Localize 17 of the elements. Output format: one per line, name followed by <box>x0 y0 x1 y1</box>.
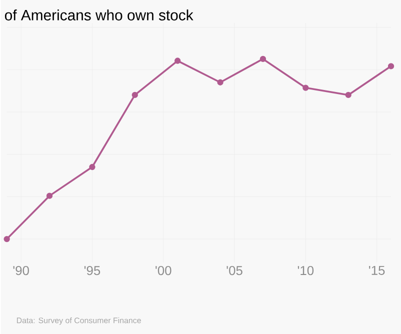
point <box>46 192 53 199</box>
x-tick-label: '95 <box>84 266 100 275</box>
point <box>302 84 309 91</box>
point <box>345 92 352 98</box>
point <box>4 236 10 242</box>
point <box>174 58 181 64</box>
x-tick-label: '00 <box>156 266 172 275</box>
x-tick-label: '90 <box>13 266 29 275</box>
x-tick-label: '05 <box>226 266 242 275</box>
point <box>260 56 266 62</box>
point <box>388 62 394 70</box>
x-tick-label: '10 <box>298 266 314 275</box>
point <box>217 79 224 86</box>
chart-title: of Americans who own stock <box>4 9 194 20</box>
point <box>132 92 138 98</box>
point <box>89 164 96 170</box>
x-tick-label: '15 <box>369 266 385 275</box>
